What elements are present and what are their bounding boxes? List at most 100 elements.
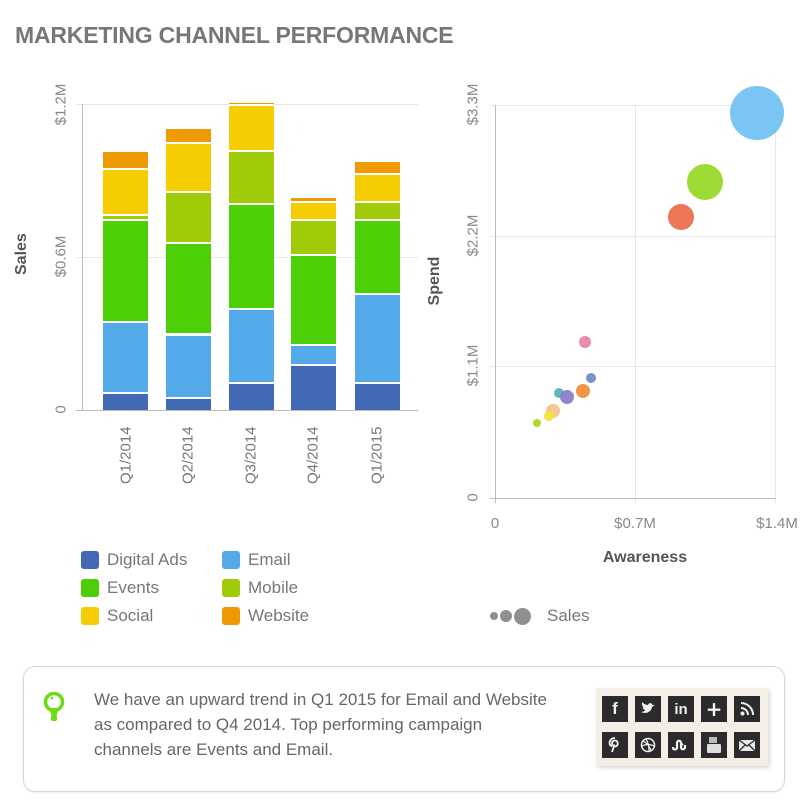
scatter-y-tick-2: $2.2M: [464, 214, 482, 257]
bar-segment-mobile[interactable]: [355, 200, 400, 219]
bubble-point[interactable]: [579, 335, 591, 348]
bar-segment-events[interactable]: [291, 254, 336, 344]
legend-label: Mobile: [248, 578, 299, 597]
scatter-y-tick-1: $1.1M: [464, 344, 482, 387]
size-legend-label: Sales: [547, 606, 590, 625]
stumbleupon-icon[interactable]: [668, 732, 694, 758]
scatter-x-axis-line: [490, 498, 776, 499]
bar-segment-events[interactable]: [166, 241, 211, 334]
plus-icon[interactable]: +: [701, 696, 727, 722]
scatter-x-tick-1: $0.7M: [614, 515, 656, 532]
insight-text: We have an upward trend in Q1 2015 for E…: [94, 690, 547, 759]
bar-segment-social[interactable]: [229, 104, 274, 150]
bar-segment-digital-ads[interactable]: [229, 381, 274, 410]
legend-item-events[interactable]: Events: [81, 578, 159, 598]
bubble-point[interactable]: [668, 203, 694, 230]
scatter-vgridline-2: [775, 105, 776, 503]
lightbulb-icon: [43, 691, 65, 727]
bar-x-axis-line: [76, 410, 418, 411]
bar-segment-digital-ads[interactable]: [291, 364, 336, 410]
bar-segment-social[interactable]: [166, 142, 211, 191]
scatter-gridline-3: [490, 105, 776, 106]
scatter-y-axis-line: [495, 105, 496, 503]
bar-x-tick-3: Q4/2014: [304, 426, 322, 485]
bar-y-axis-title: Sales: [13, 233, 30, 275]
scatter-y-tick-3: $3.3M: [464, 83, 482, 126]
bar-segment-email[interactable]: [229, 308, 274, 382]
youtube-icon[interactable]: [701, 732, 727, 758]
bar-segment-email[interactable]: [103, 320, 148, 393]
legend-item-website[interactable]: Website: [222, 606, 309, 626]
legend-swatch-events: [81, 579, 99, 597]
bar-segment-events[interactable]: [103, 218, 148, 321]
legend-label: Social: [107, 606, 154, 625]
scatter-x-tick-0: 0: [490, 515, 500, 532]
dribbble-icon[interactable]: [635, 732, 661, 758]
legend-item-mobile[interactable]: Mobile: [222, 578, 298, 598]
bar-segment-website[interactable]: [103, 149, 148, 168]
bubble-point[interactable]: [687, 164, 723, 201]
bar-x-tick-1: Q2/2014: [179, 426, 197, 485]
bubble-point[interactable]: [544, 410, 554, 421]
legend-swatch-mobile: [222, 579, 240, 597]
bar-segment-social[interactable]: [355, 172, 400, 201]
pinterest-icon[interactable]: [602, 732, 628, 758]
bar-segment-digital-ads[interactable]: [166, 397, 211, 410]
bubble-point[interactable]: [576, 383, 590, 398]
bar-segment-mobile[interactable]: [291, 218, 336, 255]
bubble-point[interactable]: [560, 389, 574, 404]
legend-swatch-digital-ads: [81, 551, 99, 569]
bubble-point[interactable]: [586, 372, 596, 383]
bar-segment-email[interactable]: [355, 292, 400, 382]
legend-label: Digital Ads: [107, 550, 188, 569]
bar-segment-social[interactable]: [103, 167, 148, 214]
legend-swatch-email: [222, 551, 240, 569]
legend-label: Website: [248, 606, 310, 625]
bar-segment-digital-ads[interactable]: [355, 381, 400, 410]
bar-segment-website[interactable]: [166, 126, 211, 143]
scatter-gridline-2: [490, 236, 776, 237]
twitter-icon[interactable]: [635, 696, 661, 722]
bubble-point[interactable]: [554, 388, 564, 399]
bar-segment-events[interactable]: [229, 203, 274, 308]
legend-label: Events: [107, 578, 159, 597]
legend-item-social[interactable]: Social: [81, 606, 153, 626]
bar-segment-website[interactable]: [229, 102, 274, 104]
scatter-y-axis-title: Spend: [426, 256, 443, 306]
scatter-y-tick-0: 0: [464, 493, 482, 502]
scatter-gridline-1: [490, 366, 776, 367]
bar-y-axis-line: [82, 104, 83, 411]
insight-panel: We have an upward trend in Q1 2015 for E…: [23, 666, 785, 792]
bar-segment-email[interactable]: [291, 343, 336, 365]
facebook-icon[interactable]: f: [602, 696, 628, 722]
legend-label: Email: [248, 550, 291, 569]
bar-segment-mobile[interactable]: [103, 213, 148, 219]
bar-segment-email[interactable]: [166, 333, 211, 398]
bar-y-tick-2: $1.2M: [52, 83, 70, 126]
bar-y-tick-1: $0.6M: [52, 235, 70, 278]
legend-item-digital-ads[interactable]: Digital Ads: [81, 550, 187, 570]
legend-swatch-website: [222, 607, 240, 625]
bubble-point[interactable]: [730, 86, 784, 141]
scatter-x-tick-2: $1.4M: [756, 515, 798, 532]
scatter-vgridline-1: [635, 105, 636, 503]
bar-segment-mobile[interactable]: [229, 149, 274, 204]
bar-segment-digital-ads[interactable]: [103, 392, 148, 410]
bar-x-tick-2: Q3/2014: [242, 426, 260, 485]
linkedin-icon[interactable]: in: [668, 696, 694, 722]
size-legend-dots-icon: [490, 607, 531, 625]
bar-segment-events[interactable]: [355, 218, 400, 293]
page-title: MARKETING CHANNEL PERFORMANCE: [15, 22, 454, 48]
legend-item-email[interactable]: Email: [222, 550, 291, 570]
legend-swatch-social: [81, 607, 99, 625]
scatter-x-axis-title: Awareness: [602, 549, 688, 566]
bar-x-tick-4: Q1/2015: [368, 426, 386, 485]
bar-segment-social[interactable]: [291, 200, 336, 219]
size-legend-sales: Sales: [490, 606, 590, 626]
rss-icon[interactable]: [734, 696, 760, 722]
bar-segment-mobile[interactable]: [166, 190, 211, 242]
bubble-point[interactable]: [533, 418, 541, 427]
bar-segment-website[interactable]: [355, 160, 400, 173]
bar-segment-website[interactable]: [291, 198, 336, 201]
email-icon[interactable]: [734, 732, 760, 758]
